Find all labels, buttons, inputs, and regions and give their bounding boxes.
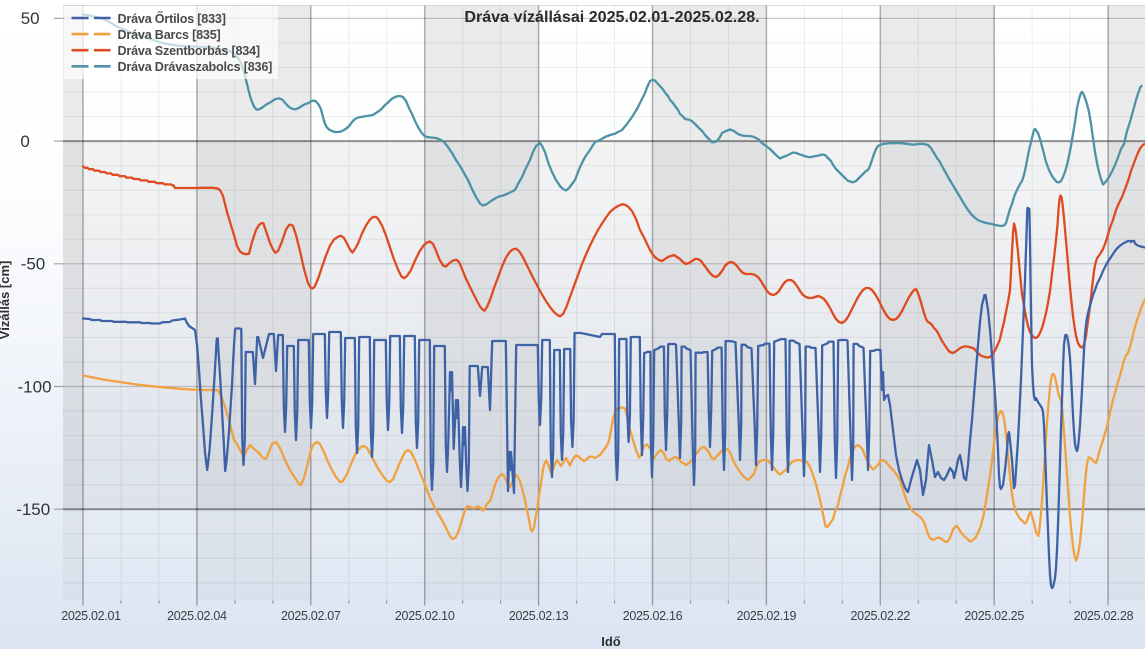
svg-text:Vízállás [cm]: Vízállás [cm]: [0, 261, 12, 340]
svg-text:-50: -50: [21, 255, 46, 274]
svg-text:Dráva Őrtilos [833]: Dráva Őrtilos [833]: [118, 11, 226, 26]
svg-text:2025.02.22: 2025.02.22: [851, 609, 911, 623]
svg-text:Dráva Szentborbás [834]: Dráva Szentborbás [834]: [118, 44, 260, 58]
svg-text:2025.02.10: 2025.02.10: [395, 609, 455, 623]
svg-text:Dráva vízállásai 2025.02.01-20: Dráva vízállásai 2025.02.01-2025.02.28.: [464, 8, 759, 26]
svg-text:-150: -150: [16, 500, 50, 519]
svg-text:50: 50: [21, 9, 40, 28]
svg-text:2025.02.01: 2025.02.01: [61, 609, 121, 623]
svg-text:2025.02.07: 2025.02.07: [281, 609, 341, 623]
svg-text:Dráva Barcs [835]: Dráva Barcs [835]: [118, 28, 221, 42]
svg-text:2025.02.16: 2025.02.16: [623, 609, 683, 623]
svg-text:2025.02.25: 2025.02.25: [964, 609, 1024, 623]
svg-text:2025.02.04: 2025.02.04: [167, 609, 227, 623]
svg-text:Dráva Drávaszabolcs [836]: Dráva Drávaszabolcs [836]: [118, 60, 273, 74]
svg-text:0: 0: [20, 132, 29, 151]
svg-text:2025.02.13: 2025.02.13: [509, 609, 569, 623]
svg-text:2025.02.19: 2025.02.19: [737, 609, 797, 623]
svg-text:Idő: Idő: [601, 634, 621, 649]
svg-text:2025.02.28: 2025.02.28: [1074, 609, 1134, 623]
svg-text:-100: -100: [18, 377, 52, 396]
